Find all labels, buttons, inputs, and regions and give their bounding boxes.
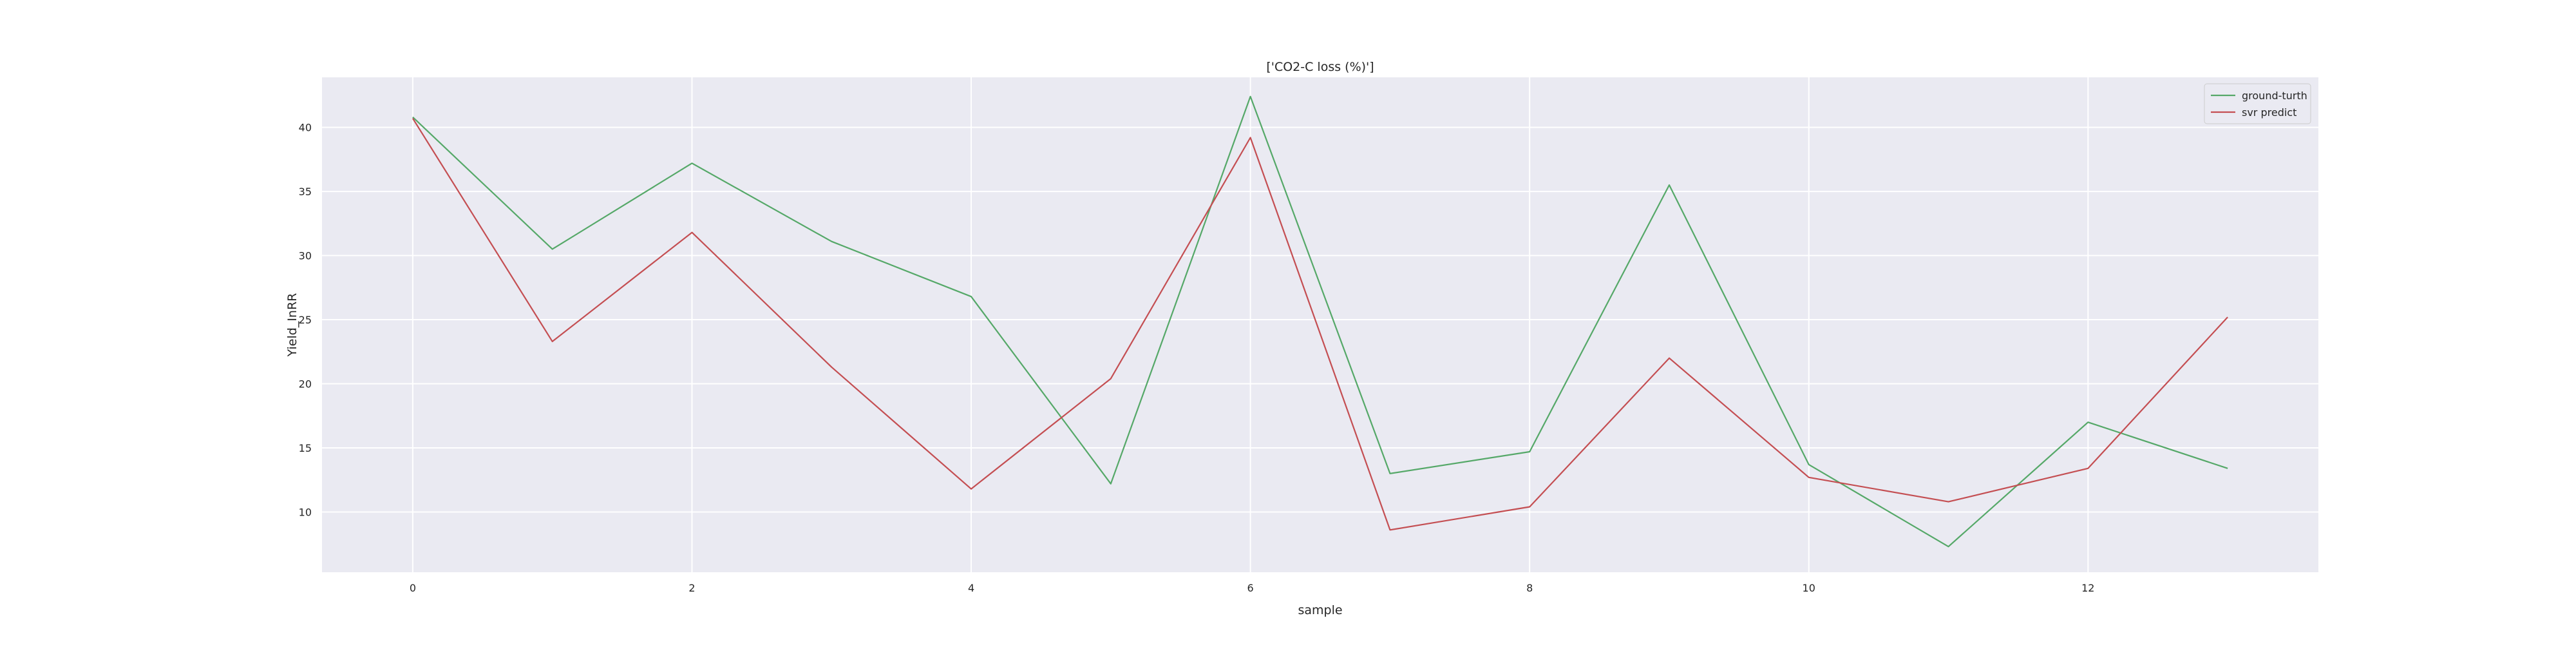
- legend-label: ground-turth: [2242, 90, 2307, 102]
- y-tick-label: 15: [299, 442, 312, 454]
- y-tick-label: 35: [299, 186, 312, 198]
- legend: ground-turth svr predict: [2204, 83, 2311, 124]
- x-axis-label: sample: [1298, 603, 1342, 617]
- series-line: [412, 118, 2228, 531]
- y-tick-label: 40: [299, 122, 312, 134]
- y-tick-label: 20: [299, 378, 312, 391]
- x-tick-label: 8: [1526, 582, 1533, 594]
- series-lines: [412, 95, 2228, 548]
- y-tick-label: 30: [299, 250, 312, 262]
- series-line: [412, 95, 2228, 548]
- x-tick-label: 12: [2081, 582, 2094, 594]
- y-tick-label: 10: [299, 506, 312, 518]
- y-axis-label: Yield_InRR: [285, 293, 299, 358]
- chart-title: ['CO2-C loss (%)']: [1266, 60, 1374, 74]
- x-tick-label: 2: [688, 582, 695, 594]
- x-tick-label: 4: [968, 582, 974, 594]
- tick-labels: 0 2 4 6 8 10 12 10 15 20 25 30 35 40: [299, 122, 2095, 594]
- x-tick-label: 10: [1803, 582, 1815, 594]
- x-tick-label: 0: [410, 582, 416, 594]
- legend-frame: [2204, 83, 2311, 124]
- x-tick-label: 6: [1247, 582, 1254, 594]
- legend-label: svr predict: [2242, 106, 2297, 119]
- grid-lines: [322, 77, 2318, 572]
- plot-area: [322, 77, 2318, 572]
- y-tick-label: 25: [299, 314, 312, 326]
